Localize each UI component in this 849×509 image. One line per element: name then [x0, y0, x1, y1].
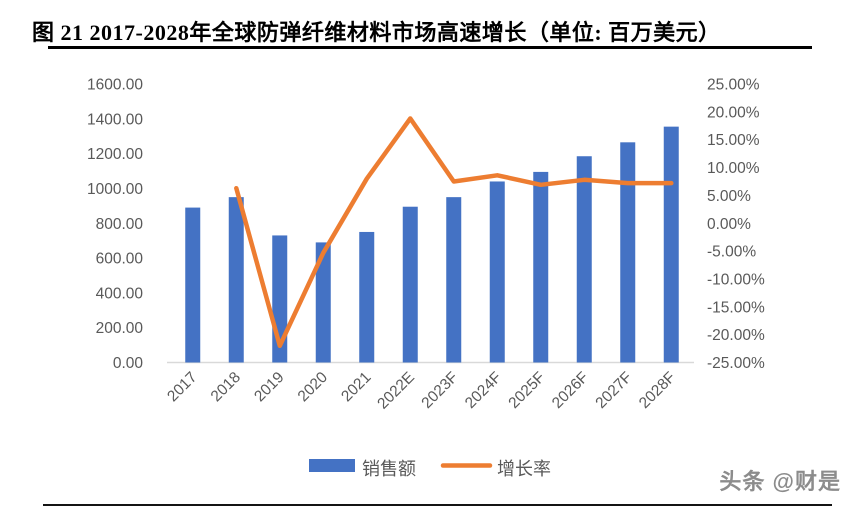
bar-2027F: [620, 142, 636, 363]
growth-line-group: [234, 116, 674, 349]
legend-sales-swatch: [309, 459, 355, 472]
x-axis-tick-label: 2018: [208, 369, 244, 405]
bar-2018: [228, 197, 244, 363]
figure-title: 图 21 2017-2028年全球防弹纤维材料市场高速增长（单位: 百万美元）: [32, 20, 721, 45]
left-axis-tick-label: 200.00: [96, 320, 144, 337]
x-axis-tick-label: 2028F: [636, 369, 679, 412]
bar-2023F: [446, 197, 462, 363]
left-axis-labels-group: 1600.00 1400.00 1200.00 1000.00 800.00 600.00…: [87, 77, 143, 373]
growth-rate-line: [234, 116, 674, 349]
x-axis-tick-label: 2021: [338, 369, 374, 405]
x-axis-tick-label: 2026F: [549, 369, 592, 412]
x-axis-tick-label: 2025F: [505, 369, 548, 412]
x-axis-labels-group: 2017 2018 2019 2020 2021 2022E 2023F 2024F 2025F…: [164, 369, 679, 413]
bottom-rule: [43, 504, 832, 506]
bar-2028F: [663, 126, 679, 363]
bar-2017: [185, 207, 201, 363]
left-axis-tick-label: 1200.00: [87, 146, 143, 163]
right-axis-tick-label: -25.00%: [707, 355, 765, 372]
title-underline: [48, 46, 812, 49]
x-axis-tick-label: 2023F: [418, 369, 461, 412]
x-axis-tick-label: 2020: [295, 369, 332, 406]
left-axis-tick-label: 0.00: [113, 355, 144, 372]
left-axis-tick-label: 600.00: [96, 251, 144, 268]
bars-group: [185, 126, 679, 363]
right-axis-tick-label: -15.00%: [707, 299, 765, 316]
left-axis-tick-label: 400.00: [96, 285, 144, 302]
x-axis-tick-label: 2017: [164, 369, 200, 405]
bar-2022E: [402, 206, 418, 363]
right-axis-tick-label: 10.00%: [707, 160, 760, 177]
bar-2021: [359, 231, 375, 363]
right-axis-tick-label: 20.00%: [707, 104, 760, 121]
left-axis-tick-label: 800.00: [96, 216, 144, 233]
left-axis-tick-label: 1000.00: [87, 181, 143, 198]
bar-2026F: [576, 156, 592, 363]
bar-2025F: [533, 171, 549, 363]
right-axis-tick-label: -5.00%: [707, 244, 756, 261]
x-axis-tick-label: 2024F: [462, 369, 505, 412]
x-axis-tick-label: 2027F: [592, 369, 635, 412]
left-axis-tick-label: 1600.00: [87, 77, 143, 94]
legend-sales-label: 销售额: [362, 459, 416, 479]
x-axis-tick-label: 2019: [251, 369, 287, 405]
bar-2024F: [489, 181, 505, 363]
left-axis-tick-label: 1400.00: [87, 111, 143, 128]
x-axis-tick-label: 2022E: [374, 369, 418, 413]
right-axis-tick-label: 15.00%: [707, 132, 760, 149]
legend-growth-label: 增长率: [497, 459, 551, 479]
right-axis-labels-group: 25.00% 20.00% 15.00% 10.00% 5.00% 0.00% -5.00%…: [707, 77, 765, 373]
right-axis-tick-label: 0.00%: [707, 216, 751, 233]
watermark: 头条 @财是: [719, 469, 841, 494]
legend: 销售额 增长率: [309, 459, 551, 479]
bar-2020: [315, 242, 331, 363]
right-axis-tick-label: -10.00%: [707, 271, 765, 288]
right-axis-tick-label: 5.00%: [707, 188, 751, 205]
right-axis-tick-label: 25.00%: [707, 77, 760, 94]
right-axis-tick-label: -20.00%: [707, 327, 765, 344]
